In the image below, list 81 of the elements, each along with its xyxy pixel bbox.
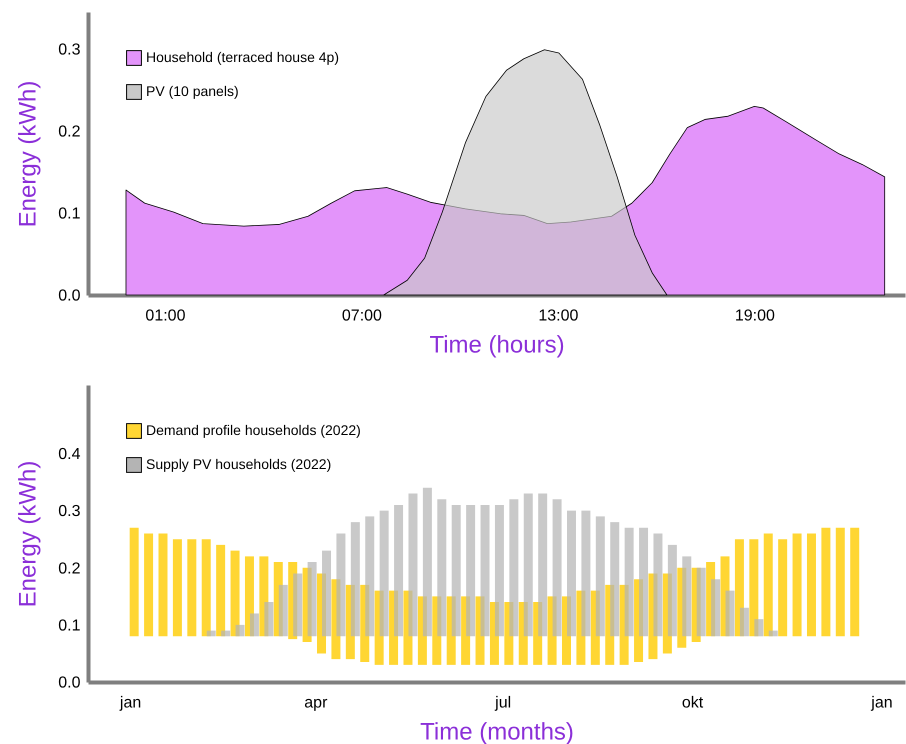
x-tick-label: 01:00 — [145, 308, 186, 324]
bar — [236, 624, 245, 636]
y-tick-label: 0.4 — [58, 446, 81, 464]
bar — [230, 550, 240, 636]
bar — [221, 630, 230, 636]
x-tick-label: 13:00 — [538, 308, 579, 324]
legend-label: PV (10 panels) — [146, 83, 239, 99]
bar — [264, 602, 274, 636]
bar — [778, 539, 788, 636]
legend-label: Supply PV households (2022) — [146, 456, 332, 472]
bar — [711, 579, 720, 636]
y-tick-label: 0.3 — [58, 503, 81, 520]
bar — [682, 556, 692, 636]
bar — [278, 584, 288, 636]
x-tick-label: 19:00 — [734, 308, 775, 324]
bar — [596, 516, 605, 636]
bar — [452, 504, 461, 636]
y-tick-label: 0.1 — [58, 205, 81, 222]
bar — [293, 573, 302, 636]
x-tick-label: jan — [118, 694, 142, 712]
bar — [187, 539, 196, 636]
bar — [639, 528, 648, 636]
x-tick-label: jul — [494, 694, 512, 712]
bar — [308, 562, 317, 636]
bar — [206, 630, 216, 636]
bar — [380, 510, 389, 636]
bar — [422, 488, 432, 636]
bar — [202, 539, 211, 636]
bar — [322, 550, 332, 636]
bar — [158, 534, 168, 636]
y-tick-label: 0.3 — [58, 41, 81, 58]
y-tick-label: 0.2 — [58, 560, 81, 578]
bar — [336, 534, 346, 636]
y-tick-label: 0.1 — [58, 617, 81, 634]
bar — [581, 510, 590, 636]
bar — [740, 608, 749, 636]
bar — [538, 494, 548, 636]
bar — [668, 544, 677, 636]
bar — [466, 504, 476, 636]
bar — [806, 534, 816, 636]
bar — [566, 510, 576, 636]
bar — [437, 499, 446, 636]
bar — [524, 494, 533, 636]
y-tick-label: 0.2 — [58, 123, 81, 140]
bar — [350, 522, 360, 636]
legend-label: Demand profile households (2022) — [146, 422, 361, 438]
bar — [749, 539, 758, 636]
bar — [726, 590, 735, 636]
bar — [836, 528, 845, 636]
bar — [509, 499, 518, 636]
bar — [696, 568, 706, 636]
bar — [480, 504, 490, 636]
x-tick-label: apr — [304, 694, 328, 712]
x-tick-label: jan — [870, 694, 893, 712]
bar — [494, 504, 504, 636]
y-tick-label: 0.0 — [58, 674, 81, 692]
bar — [768, 630, 778, 636]
bar — [552, 499, 562, 636]
bar — [144, 534, 154, 636]
bar — [653, 534, 662, 636]
y-axis-title: Energy (kWh) — [14, 460, 42, 608]
x-axis-title: Time (hours) — [429, 332, 565, 358]
bar — [130, 528, 139, 636]
bar — [408, 494, 418, 636]
bar — [365, 516, 374, 636]
bar — [764, 534, 773, 636]
bar — [850, 528, 860, 636]
bar — [624, 528, 634, 636]
bar — [821, 528, 830, 636]
bar — [216, 544, 226, 636]
y-tick-label: 0.0 — [58, 288, 81, 304]
bar — [250, 613, 259, 636]
legend-label: Household (terraced house 4p) — [146, 49, 340, 65]
bar — [610, 522, 620, 636]
x-tick-label: okt — [682, 694, 704, 712]
bar — [792, 534, 802, 636]
x-tick-label: 07:00 — [342, 308, 382, 324]
y-axis-title: Energy (kWh) — [14, 80, 42, 228]
bar — [754, 619, 764, 636]
bar — [172, 539, 182, 636]
bar — [394, 504, 404, 636]
